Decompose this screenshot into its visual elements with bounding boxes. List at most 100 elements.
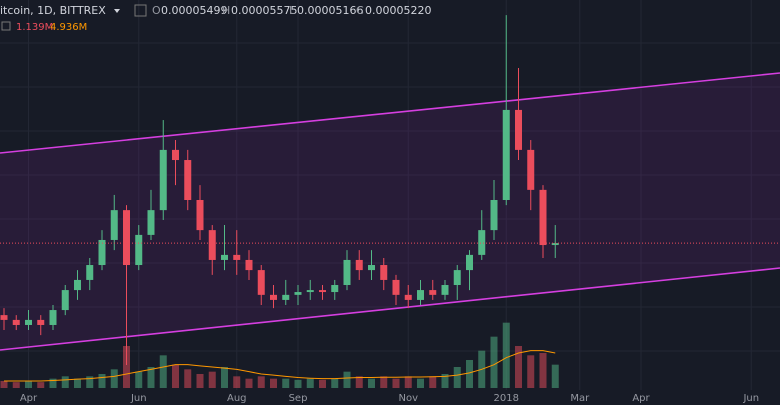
candle-body: [86, 265, 94, 280]
candle-body: [466, 254, 473, 271]
candle-body: [453, 270, 461, 286]
volume-bar: [86, 376, 94, 388]
volume-bar: [98, 374, 106, 388]
volume-bar: [123, 346, 130, 388]
candle-body: [404, 294, 412, 300]
candle-body: [74, 279, 81, 291]
x-axis: Apr Jun Aug Sep Nov 2018 Mar Apr Jun: [20, 393, 759, 404]
candle-body: [135, 234, 143, 266]
volume-bar: [74, 378, 81, 388]
candle-body: [208, 230, 216, 260]
volume-bar: [380, 376, 388, 388]
candle-body: [319, 290, 326, 293]
candle-body: [245, 259, 253, 271]
candle-body: [159, 149, 167, 211]
volume-bar: [441, 374, 449, 388]
candle-body: [184, 160, 192, 200]
x-tick-label: Aug: [227, 393, 247, 404]
volume-bar: [331, 378, 339, 388]
x-tick-label: Jun: [130, 393, 147, 404]
candle-body: [25, 319, 32, 325]
volume-bar: [0, 381, 8, 388]
volume-bar: [527, 355, 535, 388]
volume-ma-line: [4, 350, 556, 382]
volume-bar: [417, 378, 424, 388]
volume-bar: [551, 364, 559, 388]
volume-bar: [270, 378, 277, 388]
candle-body: [196, 200, 204, 231]
channel-lower: [0, 267, 780, 351]
open-value: 0.00005499: [161, 4, 227, 17]
x-tick-label: Nov: [398, 393, 418, 404]
close-value: 0.00005220: [365, 4, 431, 17]
x-tick-label: Sep: [289, 393, 308, 404]
candle-body: [282, 294, 290, 300]
volume-bar: [404, 376, 412, 388]
candle-body: [392, 279, 400, 295]
candle-body: [441, 285, 449, 295]
candle-body: [233, 254, 241, 260]
volume-bar: [282, 378, 290, 388]
high-value: 0.00005575: [231, 4, 297, 17]
low-label: L: [289, 4, 296, 17]
close-label: C: [356, 4, 364, 17]
volume-bar: [453, 367, 461, 388]
candle-body: [343, 259, 351, 286]
candle-body: [478, 230, 486, 255]
x-tick-label: Apr: [632, 393, 650, 404]
volume-bar: [539, 353, 547, 388]
candle-body: [539, 189, 547, 246]
volume-bar: [25, 381, 32, 388]
volume-bar: [184, 369, 192, 388]
volume-bar: [257, 376, 265, 388]
volume-layer: [0, 322, 559, 388]
candle-body: [429, 290, 437, 295]
volume-ma-value: 4.936M: [50, 22, 87, 33]
candle-body: [380, 265, 388, 280]
candle-body: [123, 210, 130, 266]
volume-bar: [429, 376, 437, 388]
volume-bar: [306, 378, 314, 388]
channel-upper: [0, 72, 780, 154]
volume-bar: [294, 379, 302, 388]
candle-body: [270, 294, 277, 300]
volume-value: 1.139M: [16, 22, 53, 33]
open-label: O: [152, 4, 161, 17]
dropdown-arrow[interactable]: [114, 9, 120, 13]
volume-icon[interactable]: [1, 21, 11, 31]
volume-bar: [135, 371, 143, 388]
symbol: itcoin, 1D, BITTREX: [0, 4, 106, 17]
candle-body: [0, 315, 8, 320]
candle-body: [417, 290, 424, 300]
candle-body: [61, 290, 69, 311]
candle-body: [355, 259, 363, 271]
checkbox[interactable]: [134, 4, 147, 17]
volume-bar: [355, 376, 363, 388]
high-label: H: [222, 4, 230, 17]
candle-body: [49, 310, 57, 325]
volume-bar: [12, 382, 20, 388]
volume-bar: [61, 376, 69, 388]
volume-bar: [502, 322, 510, 388]
volume-bar: [196, 374, 204, 388]
x-tick-label: Apr: [20, 393, 38, 404]
volume-bar: [110, 369, 118, 388]
candle-body: [294, 292, 302, 295]
volume-bar: [466, 360, 473, 388]
candle-body: [172, 149, 179, 161]
volume-bar: [37, 382, 45, 388]
x-tick-label: Mar: [570, 393, 590, 404]
candle-body: [331, 285, 339, 293]
candle-layer: [0, 15, 780, 365]
channel-fill: [0, 73, 780, 350]
candle-body: [527, 149, 535, 190]
candle-body: [221, 254, 228, 260]
volume-bar: [343, 371, 351, 388]
candle-body: [502, 109, 510, 200]
candle-body: [257, 270, 265, 295]
candle-body: [110, 210, 118, 240]
volume-bar: [208, 371, 216, 388]
x-tick-label: Jun: [742, 393, 759, 404]
